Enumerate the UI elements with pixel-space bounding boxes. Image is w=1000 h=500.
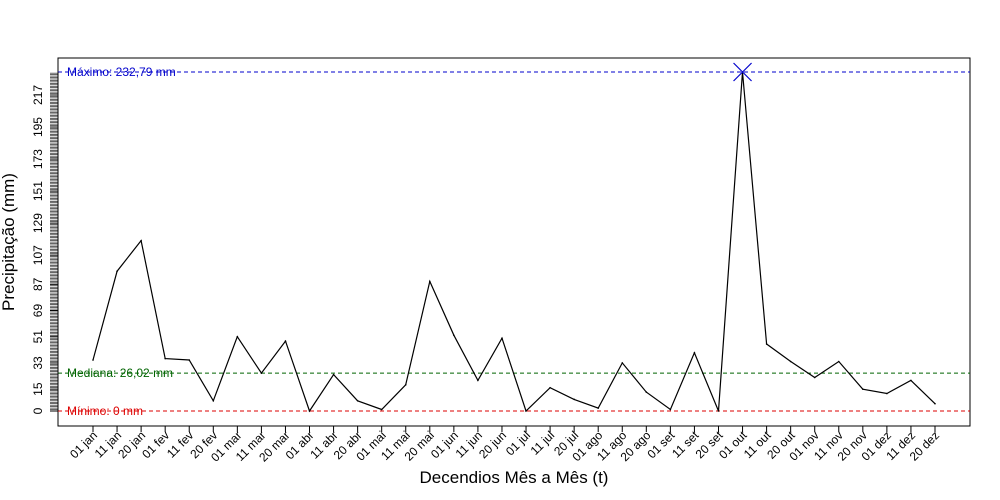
data-point bbox=[813, 376, 816, 379]
x-tick-label: 01 set bbox=[644, 428, 677, 461]
x-axis-title: Decendios Mês a Mês (t) bbox=[420, 468, 609, 487]
data-point bbox=[789, 360, 792, 363]
data-point bbox=[669, 408, 672, 411]
data-point bbox=[429, 280, 431, 283]
y-tick-label: 15 bbox=[31, 382, 45, 396]
x-tick-label: 01 fev bbox=[139, 428, 172, 461]
max-marker-stroke bbox=[733, 62, 752, 82]
data-point bbox=[573, 398, 575, 401]
data-point bbox=[164, 357, 166, 360]
y-tick-label: 0 bbox=[31, 407, 45, 414]
data-point bbox=[886, 392, 888, 395]
data-point bbox=[188, 359, 191, 361]
data-point bbox=[92, 359, 94, 361]
data-point bbox=[525, 410, 527, 412]
data-point bbox=[140, 239, 142, 242]
y-tick-label: 33 bbox=[31, 356, 45, 370]
data-point bbox=[453, 334, 455, 337]
data-point bbox=[332, 373, 335, 376]
data-point bbox=[934, 402, 936, 405]
y-tick-label: 107 bbox=[31, 245, 45, 265]
data-point bbox=[308, 410, 311, 412]
data-point bbox=[765, 343, 768, 345]
x-icon bbox=[733, 62, 752, 82]
data-point bbox=[116, 270, 118, 273]
y-tick-label: 195 bbox=[31, 117, 45, 137]
x-tick-label: 20 jun bbox=[476, 428, 509, 461]
data-point bbox=[910, 379, 912, 382]
x-tick-label: 01 jul bbox=[503, 428, 533, 458]
data-point bbox=[549, 386, 551, 389]
data-point bbox=[693, 351, 696, 354]
y-tick-label: 173 bbox=[31, 149, 45, 169]
x-tick-label: 01 jun bbox=[428, 428, 461, 461]
reference-label: Mínimo: 0 mm bbox=[67, 404, 143, 418]
plot-frame bbox=[57, 57, 971, 427]
y-tick-label: 217 bbox=[31, 85, 45, 105]
data-point bbox=[621, 362, 624, 364]
reference-label: Mediana: 26,02 mm bbox=[67, 366, 173, 380]
data-point bbox=[260, 372, 263, 374]
data-point bbox=[645, 391, 648, 393]
data-point bbox=[380, 408, 383, 411]
reference-label: Máximo: 232,79 mm bbox=[67, 65, 176, 79]
data-point bbox=[501, 337, 503, 339]
y-tick-label: 69 bbox=[31, 304, 45, 318]
data-point bbox=[477, 379, 479, 382]
data-point bbox=[356, 400, 359, 402]
x-tick-label: 01 jan bbox=[67, 428, 100, 461]
y-tick-label: 51 bbox=[31, 330, 45, 344]
y-axis-title: Precipitação (mm) bbox=[0, 173, 18, 311]
data-point bbox=[837, 360, 840, 363]
x-tick-label: 11 jul bbox=[528, 428, 558, 458]
data-point bbox=[404, 383, 407, 386]
data-point bbox=[284, 340, 287, 342]
data-point bbox=[212, 400, 215, 402]
series-line bbox=[92, 71, 936, 413]
data-point bbox=[236, 335, 239, 338]
y-tick-label: 151 bbox=[31, 181, 45, 201]
data-point bbox=[597, 407, 599, 409]
data-point bbox=[862, 388, 864, 390]
y-tick-label: 129 bbox=[31, 213, 45, 233]
data-point bbox=[717, 410, 720, 412]
y-tick-label: 87 bbox=[31, 277, 45, 291]
